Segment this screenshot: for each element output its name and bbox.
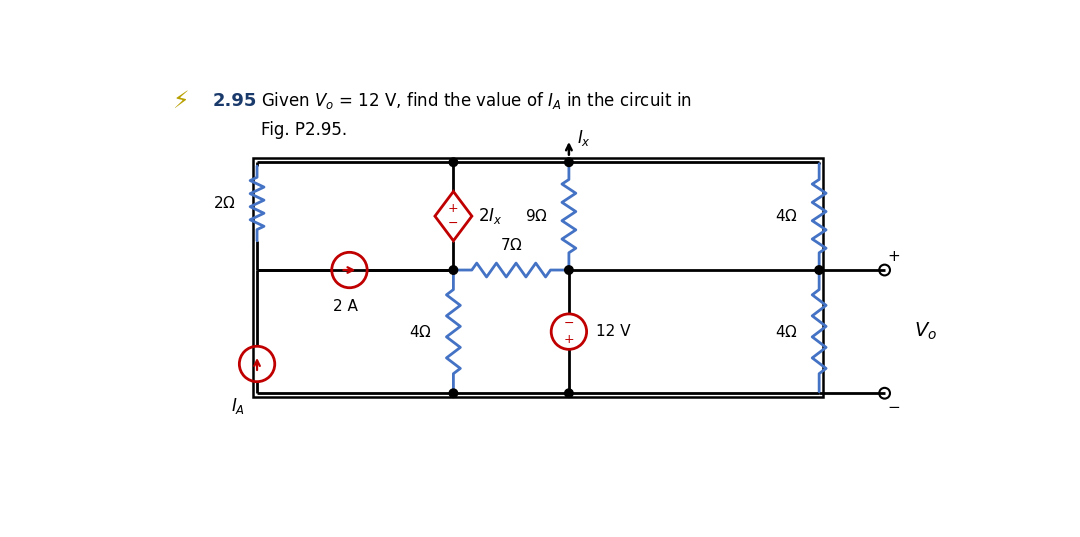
Text: +: + (564, 333, 575, 346)
Text: Given $V_o$ = 12 V, find the value of $I_A$ in the circuit in: Given $V_o$ = 12 V, find the value of $I… (261, 90, 691, 111)
Text: −: − (448, 217, 459, 230)
Circle shape (565, 266, 573, 274)
Text: $I_A$: $I_A$ (231, 396, 245, 416)
Text: $V_o$: $V_o$ (914, 321, 937, 342)
Text: +: + (888, 249, 901, 264)
Circle shape (565, 389, 573, 397)
Text: 12 V: 12 V (596, 324, 631, 339)
Circle shape (449, 389, 458, 397)
Text: 4$\Omega$: 4$\Omega$ (409, 324, 432, 339)
Text: 4$\Omega$: 4$\Omega$ (774, 324, 798, 339)
Text: Fig. P2.95.: Fig. P2.95. (261, 121, 347, 139)
Text: $I_x$: $I_x$ (577, 128, 591, 148)
Circle shape (815, 266, 823, 274)
Text: −: − (888, 400, 901, 415)
Circle shape (449, 266, 458, 274)
Circle shape (565, 158, 573, 166)
Bar (253, 158, 823, 397)
Text: +: + (448, 202, 459, 215)
Text: 9$\Omega$: 9$\Omega$ (525, 208, 548, 224)
Text: 2.95: 2.95 (213, 92, 257, 110)
Text: 2 A: 2 A (333, 299, 359, 314)
Circle shape (449, 158, 458, 166)
Text: 2$I_x$: 2$I_x$ (478, 206, 502, 226)
Text: 2$\Omega$: 2$\Omega$ (213, 195, 235, 212)
Text: 4$\Omega$: 4$\Omega$ (774, 208, 798, 224)
Text: ⚡: ⚡ (172, 89, 188, 113)
Text: 7$\Omega$: 7$\Omega$ (500, 237, 523, 253)
Text: −: − (564, 317, 575, 330)
